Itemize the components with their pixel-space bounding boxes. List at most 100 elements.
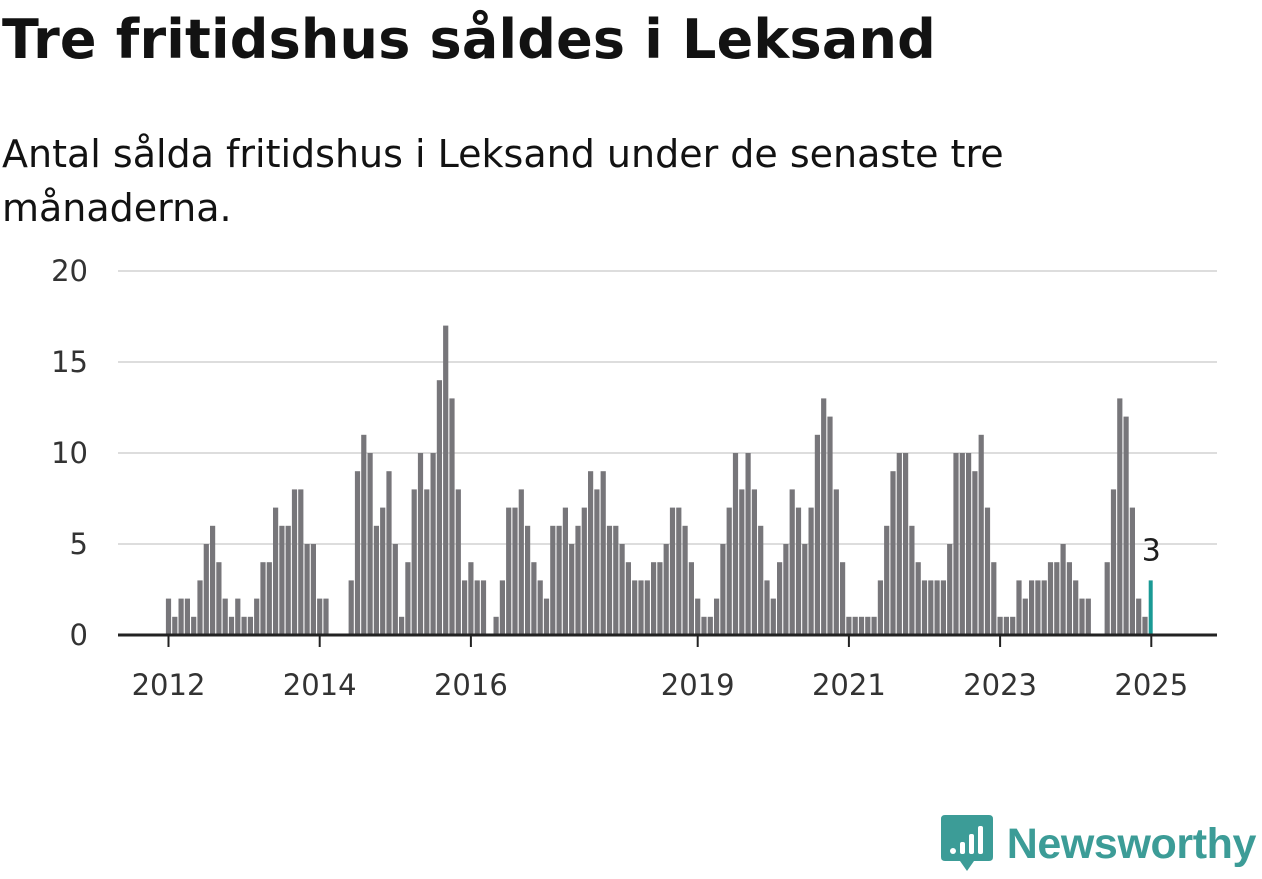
bar [978,434,984,635]
bar [1041,580,1047,635]
bar [543,598,550,635]
bar [506,507,512,635]
x-tick-label: 2012 [132,668,206,702]
bar [417,453,424,635]
bar [247,616,253,635]
bar [984,507,991,635]
bar [348,580,354,635]
bar [732,453,739,635]
bar [512,507,518,635]
bar [644,580,650,635]
bar [203,544,209,635]
bar [260,562,266,635]
bar [991,562,997,635]
bar [449,398,455,635]
bar [972,471,978,635]
bar [846,616,852,635]
bar [1066,562,1072,635]
bar [840,562,846,635]
bar [663,544,669,635]
bar [361,434,367,635]
bar [808,507,814,635]
bar [940,580,946,635]
bar [1035,580,1041,635]
bar [210,525,216,635]
bar [184,598,190,635]
bar [745,453,751,635]
bar [1085,598,1091,635]
brand-name: Newsworthy [1006,819,1257,868]
bar [764,580,770,635]
bar [399,616,405,635]
bar [858,616,865,635]
bar [550,525,556,635]
x-axis-labels: 2012 2014 2016 2019 2021 2023 2025 [132,668,1189,702]
bar [613,525,619,635]
bar [525,525,531,635]
bar [928,580,934,635]
bar [695,598,701,635]
bar [1104,562,1110,635]
y-tick-label: 0 [70,618,88,652]
bar [266,562,272,635]
bar [443,325,449,635]
bar [1029,580,1035,635]
bar [537,580,543,635]
bar [865,616,871,635]
bar [178,598,184,635]
bar [493,616,499,635]
bar [298,489,304,635]
bar [833,489,839,635]
bar [638,580,644,635]
bar [632,580,638,635]
bar [739,489,745,635]
bar [1073,580,1079,635]
bar [651,562,657,635]
bar [562,507,568,635]
x-tick-label: 2014 [283,668,357,702]
bar [228,616,235,635]
bar [588,471,594,635]
bar [821,398,827,635]
bar [915,562,921,635]
bar [273,507,279,635]
bar [279,525,285,635]
bar [354,471,361,635]
bar [455,489,461,635]
bar [688,562,694,635]
bar [1110,489,1117,635]
bar [367,453,373,635]
annotation-layer: 3 [1142,533,1161,568]
bar [392,544,398,635]
bar [802,544,808,635]
bar [1117,398,1123,635]
bar [1142,616,1148,635]
bar [285,525,291,635]
bar [751,489,757,635]
bar [1003,616,1009,635]
bar [1022,598,1028,635]
bar [241,616,247,635]
y-tick-label: 10 [51,436,88,470]
bar [594,489,600,635]
bar [575,525,581,635]
bar [197,580,203,635]
bar [720,544,726,635]
bar [884,525,890,635]
bar [959,453,965,635]
bar [890,471,896,635]
bar [600,471,606,635]
y-axis-labels: 0 5 10 15 20 [51,254,88,652]
bar [405,562,411,635]
bar [518,489,524,635]
bar [852,616,858,635]
bar [468,562,474,635]
bar [172,616,178,635]
bar [462,580,468,635]
bar [714,598,720,635]
chart-title: Tre fritidshus såldes i Leksand [2,8,936,71]
bar [953,453,959,635]
bar [310,544,316,635]
bar [758,525,764,635]
